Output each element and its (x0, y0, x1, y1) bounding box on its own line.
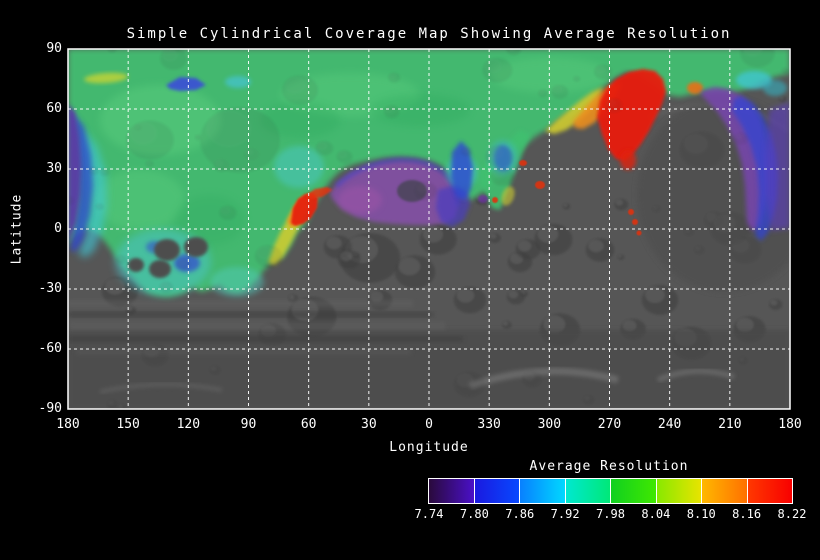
x-tick-label: 150 (116, 417, 140, 432)
x-tick-label: 330 (477, 417, 501, 432)
colorbar (428, 478, 793, 504)
colorbar-segment (611, 479, 657, 503)
coverage-hole (154, 239, 180, 261)
x-tick-label: 240 (657, 417, 682, 432)
violet-right-edge (766, 102, 790, 231)
cyan-crater-blob (274, 146, 324, 188)
colorbar-tick-label: 8.16 (732, 507, 762, 521)
y-tick-label: 90 (46, 41, 62, 56)
colorbar-segment (656, 479, 702, 503)
orange-dot-right (687, 82, 703, 94)
x-tick-label: 90 (240, 417, 257, 432)
cyan-south-tongue (210, 267, 264, 297)
green-light-patch (95, 170, 185, 230)
red-speck (632, 219, 638, 225)
x-tick-label: 180 (778, 417, 802, 432)
x-tick-label: 120 (176, 417, 201, 432)
teal-top-right (763, 80, 787, 96)
red-speck (636, 230, 642, 236)
red-region-main (597, 69, 666, 161)
cyan-patch-top (225, 76, 251, 88)
colorbar-tick-label: 7.86 (505, 507, 535, 521)
plot-frame (67, 48, 791, 410)
y-tick-label: -60 (38, 341, 62, 356)
colorbar-segment (565, 479, 611, 503)
red-speck (519, 160, 527, 166)
y-tick-label: -30 (38, 281, 62, 296)
dome-magenta-tinge (338, 186, 382, 214)
red-lobe-lower (620, 150, 636, 170)
colorbar-tick-label: 8.22 (777, 507, 807, 521)
x-tick-label: 60 (300, 417, 317, 432)
x-axis-label: Longitude (389, 440, 469, 455)
x-tick-label: 0 (425, 417, 433, 432)
red-speck (535, 181, 545, 189)
blue-sliver-top (166, 77, 206, 91)
green-dark-patch (370, 94, 470, 126)
x-tick-label: 30 (361, 417, 377, 432)
colorbar-tick-label: 8.04 (641, 507, 671, 521)
colorbar-tick-label: 7.92 (550, 507, 580, 521)
colorbar-segment (747, 479, 792, 503)
red-speck (628, 209, 634, 215)
coverage-hole (149, 260, 171, 278)
green-light-patch (490, 57, 610, 93)
x-tick-label: 210 (718, 417, 742, 432)
coverage-hole (184, 237, 208, 257)
page-title: Simple Cylindrical Coverage Map Showing … (126, 26, 732, 42)
coverage-hole (128, 258, 144, 272)
left-edge-purple (68, 104, 81, 243)
colorbar-segment (702, 479, 748, 503)
colorbar-tick-label: 7.74 (414, 507, 444, 521)
colorbar-tick-label: 7.98 (596, 507, 625, 521)
y-tick-label: -90 (38, 401, 62, 416)
x-tick-label: 300 (537, 417, 562, 432)
colorbar-title: Average Resolution (529, 459, 689, 474)
y-tick-label: 60 (46, 101, 62, 116)
y-tick-label: 30 (46, 161, 62, 176)
cyan-top-right (736, 71, 772, 89)
x-tick-label: 180 (56, 417, 80, 432)
yellow-streak-topleft (84, 72, 128, 84)
left-edge-cyan (78, 128, 107, 258)
colorbar-segment (520, 479, 566, 503)
red-blob-left (291, 193, 318, 226)
colorbar-segment (474, 479, 520, 503)
x-tick-label: 270 (597, 417, 622, 432)
colorbar-tick-label: 7.80 (459, 507, 489, 521)
red-wedge-left (305, 187, 333, 199)
colorbar-segment (429, 479, 475, 503)
yellow-tip-mid (501, 186, 515, 206)
colorbar-tick-label: 8.10 (686, 507, 716, 521)
green-dark-patch (260, 102, 340, 138)
red-speck (492, 197, 498, 203)
rainbow-band-blue (732, 96, 778, 241)
yellow-wedge-right (545, 87, 603, 134)
y-tick-label: 0 (54, 221, 62, 236)
